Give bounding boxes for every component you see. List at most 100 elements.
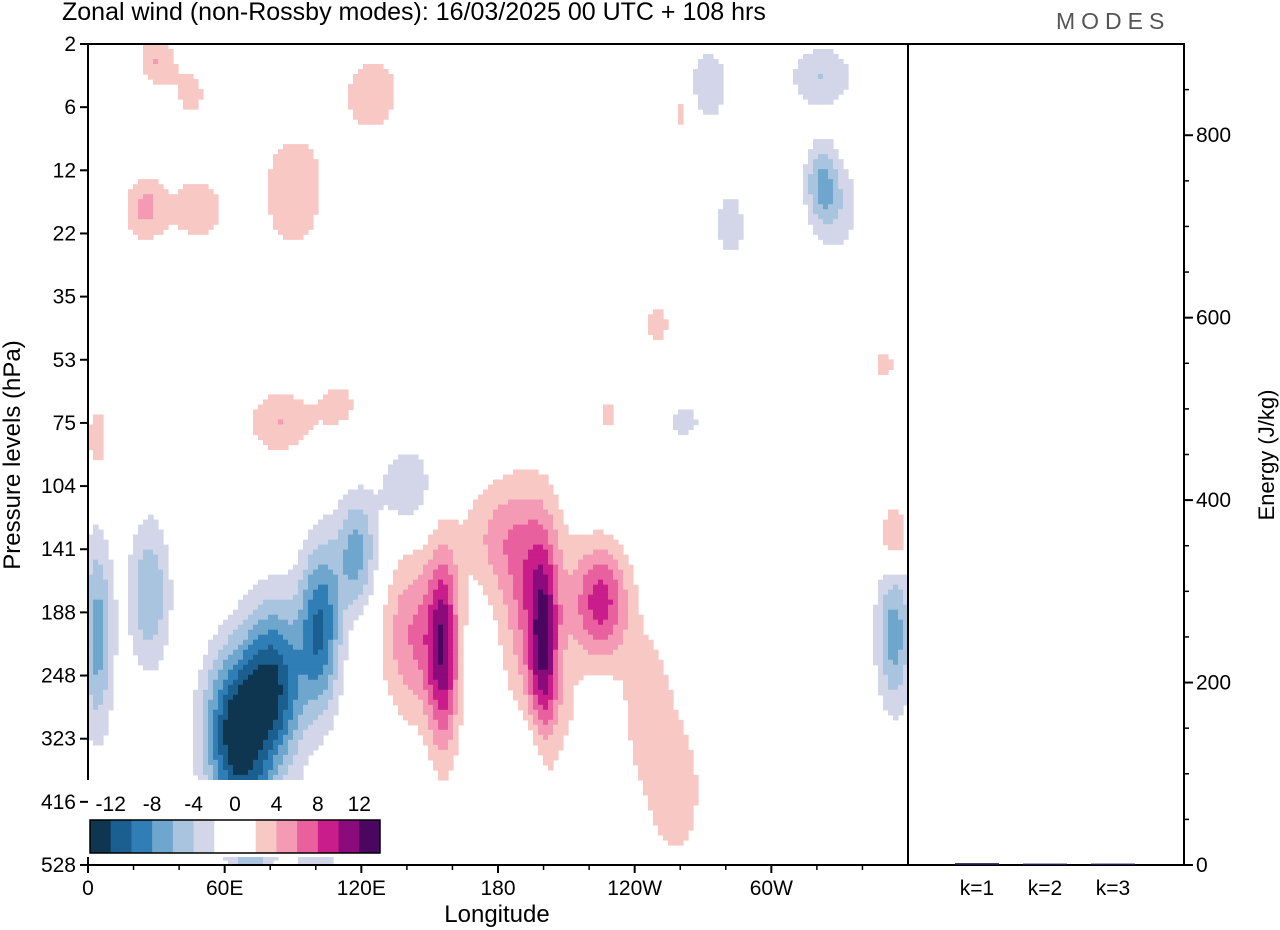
contour-cell [283,154,289,160]
contour-cell [538,594,544,601]
contour-cell [533,669,539,676]
contour-cell [333,409,339,416]
contour-cell [823,219,829,225]
contour-cell [818,84,824,90]
contour-cell [303,679,309,686]
contour-cell [438,554,444,561]
contour-cell [198,754,204,761]
contour-cell [288,409,294,416]
contour-cell [383,624,389,631]
contour-cell [273,174,279,180]
contour-cell [238,684,244,691]
contour-cell [643,634,649,641]
contour-cell [508,614,514,621]
contour-cell [688,409,694,416]
contour-cell [238,664,244,671]
contour-cell [533,489,539,496]
contour-cell [98,449,104,456]
contour-cell [603,544,609,551]
contour-cell [138,209,144,215]
contour-cell [198,719,204,726]
contour-cell [443,579,449,586]
contour-cell [798,79,804,85]
contour-cell [533,604,539,611]
contour-cell [408,664,414,671]
contour-cell [298,569,304,576]
contour-cell [638,619,644,626]
contour-cell [188,74,194,80]
contour-cell [388,599,394,606]
contour-cell [558,649,564,656]
contour-cell [543,514,549,521]
contour-cell [823,224,829,230]
contour-cell [878,359,884,365]
contour-cell [93,644,99,651]
contour-cell [573,564,579,571]
contour-cell [198,684,204,691]
contour-cell [283,599,289,606]
contour-cell [443,594,449,601]
contour-cell [373,109,379,115]
contour-cell [413,674,419,681]
contour-cell [903,679,908,686]
contour-cell [898,669,904,676]
contour-cell [583,659,589,666]
contour-cell [533,579,539,586]
contour-cell [813,204,819,210]
contour-cell [658,664,664,671]
contour-cell [148,629,154,636]
contour-cell [503,634,509,641]
contour-cell [408,689,414,696]
contour-cell [143,634,149,641]
contour-cell [658,319,664,325]
contour-cell [888,634,894,641]
contour-cell [523,574,529,581]
contour-cell [423,614,429,621]
contour-cell [448,599,454,606]
contour-cell [308,654,314,661]
contour-cell [318,404,324,411]
contour-cell [523,549,529,556]
contour-cell [728,219,734,225]
contour-cell [603,574,609,581]
contour-cell [533,594,539,601]
contour-cell [173,209,179,215]
contour-cell [138,534,144,541]
contour-cell [198,194,204,200]
contour-cell [403,629,409,636]
contour-cell [428,729,434,736]
contour-cell [598,649,604,656]
contour-cell [533,484,539,491]
contour-cell [553,644,559,651]
contour-cell [448,624,454,631]
contour-cell [428,694,434,701]
contour-cell [523,534,529,541]
contour-cell [303,429,309,436]
contour-cell [138,579,144,586]
contour-cell [338,634,344,641]
contour-cell [603,649,609,656]
contour-cell [88,654,94,661]
contour-cell [358,599,364,606]
contour-cell [448,664,454,671]
contour-cell [163,224,169,230]
contour-cell [218,739,224,746]
contour-cell [443,674,449,681]
contour-cell [498,479,504,486]
contour-cell [158,54,164,60]
contour-cell [708,79,714,85]
contour-cell [513,569,519,576]
contour-cell [623,629,629,636]
contour-cell [338,504,344,511]
contour-cell [398,629,404,636]
contour-cell [448,639,454,646]
contour-cell [483,489,489,496]
contour-cell [103,589,109,596]
contour-cell [93,549,99,556]
contour-cell [398,459,404,466]
contour-cell [133,629,139,636]
contour-cell [263,699,269,706]
contour-cell [603,569,609,576]
contour-cell [553,514,559,521]
contour-cell [208,714,214,721]
